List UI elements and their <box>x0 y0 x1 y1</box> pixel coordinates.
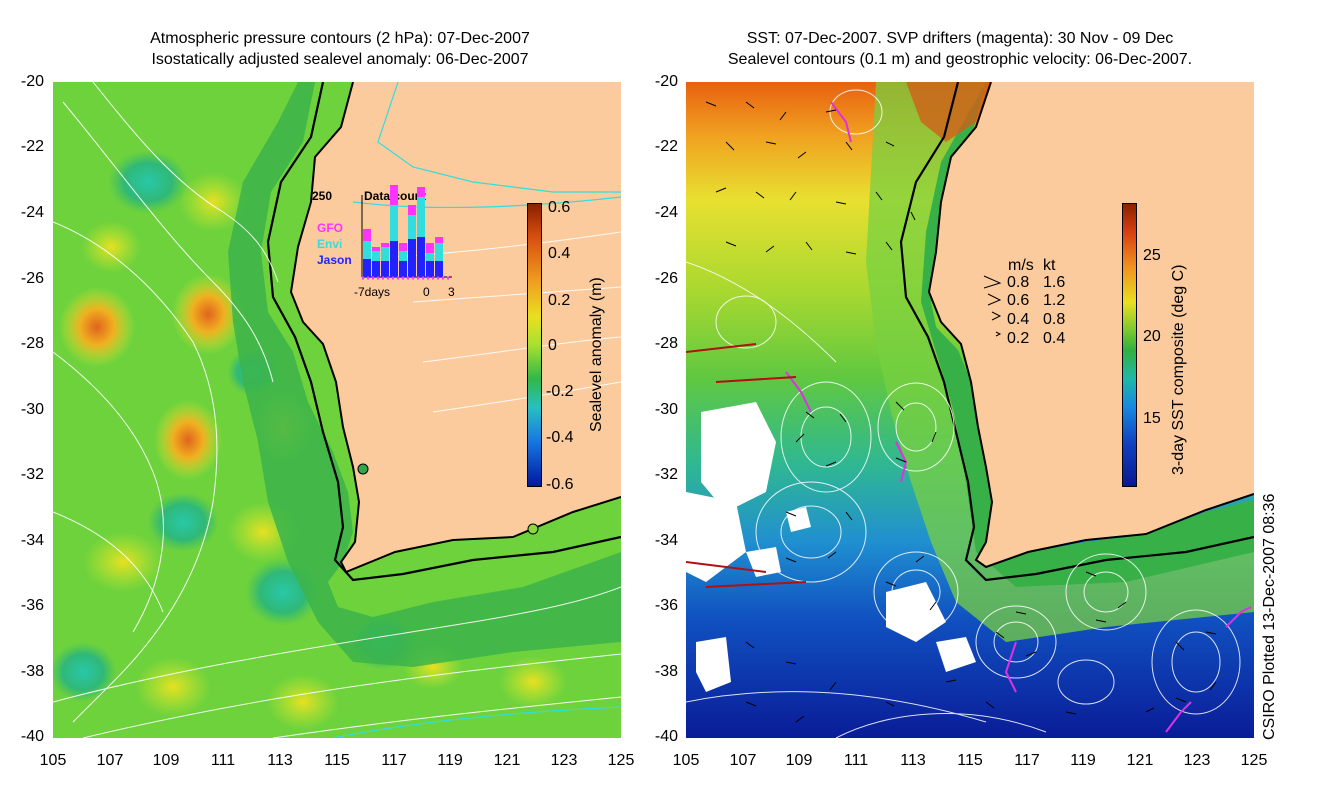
drifter-red-tracks <box>686 343 807 588</box>
data-count-inset: 250 Data count GFO Envi Jason -7days 0 3 <box>312 185 462 300</box>
vel-row-0-ms: 0.8 <box>1007 274 1030 291</box>
sla-tick-1: 0.4 <box>548 245 571 262</box>
left-xtick-0: 105 <box>39 752 67 769</box>
vel-row-3-ms: 0.2 <box>1007 330 1030 347</box>
inset-legend-envi: Envi <box>317 237 343 251</box>
right-ytick-1: -22 <box>654 138 678 155</box>
sla-colorbar-label: Sealevel anomaly (m) <box>588 277 605 432</box>
svp-drifters <box>785 101 1252 733</box>
inset-legend-gfo: GFO <box>317 221 343 235</box>
sla-tick-2: 0.2 <box>548 292 571 309</box>
right-xtick-5: 115 <box>957 752 983 769</box>
sealevel-contours <box>686 89 1241 738</box>
left-ytick-4: -28 <box>20 335 44 352</box>
sst-colorbar <box>1122 203 1137 487</box>
right-ytick-10: -40 <box>654 728 678 745</box>
right-ytick-2: -24 <box>654 204 678 221</box>
left-ytick-2: -24 <box>20 204 44 221</box>
cloud-gaps <box>686 402 976 692</box>
right-xtick-3: 111 <box>843 752 869 769</box>
pressure-contours <box>53 82 621 738</box>
sst-tick-25: 25 <box>1143 247 1161 264</box>
right-ytick-4: -28 <box>654 335 678 352</box>
right-ytick-9: -38 <box>654 663 678 680</box>
vel-row-1-kt: 1.2 <box>1043 292 1066 309</box>
right-xtick-4: 113 <box>900 752 926 769</box>
left-ytick-7: -34 <box>20 532 44 549</box>
vel-row-1-ms: 0.6 <box>1007 292 1030 309</box>
left-ytick-5: -30 <box>20 401 44 418</box>
csiro-credit: CSIRO Plotted 13-Dec-2007 08:36 <box>1261 493 1278 740</box>
right-xtick-9: 123 <box>1183 752 1211 769</box>
australia-land-right <box>929 82 1254 567</box>
sla-tick-4: -0.2 <box>546 383 574 400</box>
right-ytick-5: -30 <box>654 401 678 418</box>
inset-bar-stacks <box>363 185 443 277</box>
right-ytick-0: -20 <box>654 73 678 90</box>
vel-row-2-kt: 0.8 <box>1043 311 1066 328</box>
right-xtick-7: 119 <box>1070 752 1096 769</box>
inset-count-value: 250 <box>312 189 333 203</box>
sst-tick-20: 20 <box>1143 328 1161 345</box>
vel-arrow-glyphs <box>983 275 1002 337</box>
right-ytick-6: -32 <box>654 466 678 483</box>
right-xtick-2: 109 <box>785 752 813 769</box>
right-title-line1: SST: 07-Dec-2007. SVP drifters (magenta)… <box>746 30 1174 47</box>
left-xtick-2: 109 <box>152 752 180 769</box>
vel-row-2-ms: 0.4 <box>1007 311 1030 328</box>
left-title-line2: Isostatically adjusted sealevel anomaly:… <box>151 51 529 68</box>
sst-colorbar-label: 3-day SST composite (deg C) <box>1170 264 1187 475</box>
velocity-arrows <box>705 101 1217 723</box>
left-xtick-6: 117 <box>381 752 407 769</box>
left-ytick-1: -22 <box>20 138 44 155</box>
left-ytick-3: -26 <box>20 270 44 287</box>
left-ytick-6: -32 <box>20 466 44 483</box>
left-ytick-0: -20 <box>20 73 44 90</box>
left-xtick-7: 119 <box>437 752 463 769</box>
right-xtick-1: 107 <box>729 752 757 769</box>
sst-map <box>686 82 1254 738</box>
right-ytick-7: -34 <box>654 532 678 549</box>
left-xtick-10: 125 <box>607 752 635 769</box>
left-xtick-3: 111 <box>210 752 236 769</box>
right-xtick-8: 121 <box>1126 752 1154 769</box>
sla-tick-5: -0.4 <box>546 429 574 446</box>
left-xtick-8: 121 <box>493 752 521 769</box>
right-title-line2: Sealevel contours (0.1 m) and geostrophi… <box>727 51 1193 68</box>
inset-xlabel-right: 3 <box>448 285 455 299</box>
left-xtick-1: 107 <box>96 752 124 769</box>
right-xtick-10: 125 <box>1240 752 1268 769</box>
sst-tick-15: 15 <box>1143 410 1161 427</box>
right-xtick-6: 117 <box>1014 752 1040 769</box>
vel-header-ms: m/s <box>1008 257 1034 274</box>
inset-xlabel-mid: 0 <box>423 285 430 299</box>
sla-tick-0: 0.6 <box>548 199 571 216</box>
inset-xlabel-left: -7days <box>354 285 391 299</box>
sla-tick-3: 0 <box>548 337 557 354</box>
right-xtick-0: 105 <box>672 752 700 769</box>
sealevel-colorbar <box>527 203 542 487</box>
left-ytick-10: -40 <box>20 728 44 745</box>
vel-row-0-kt: 1.6 <box>1043 274 1066 291</box>
left-ytick-9: -38 <box>20 663 44 680</box>
vel-header-kt: kt <box>1043 257 1056 274</box>
right-ytick-8: -36 <box>654 597 678 614</box>
left-xtick-4: 113 <box>267 752 293 769</box>
left-xtick-5: 115 <box>324 752 350 769</box>
vel-row-3-kt: 0.4 <box>1043 330 1066 347</box>
left-xtick-9: 123 <box>550 752 578 769</box>
sla-tick-6: -0.6 <box>546 476 574 493</box>
inset-bars <box>361 185 452 280</box>
right-ytick-3: -26 <box>654 270 678 287</box>
inset-legend-jason: Jason <box>317 253 352 267</box>
left-ytick-8: -36 <box>20 597 44 614</box>
left-title-line1: Atmospheric pressure contours (2 hPa): 0… <box>150 30 530 47</box>
